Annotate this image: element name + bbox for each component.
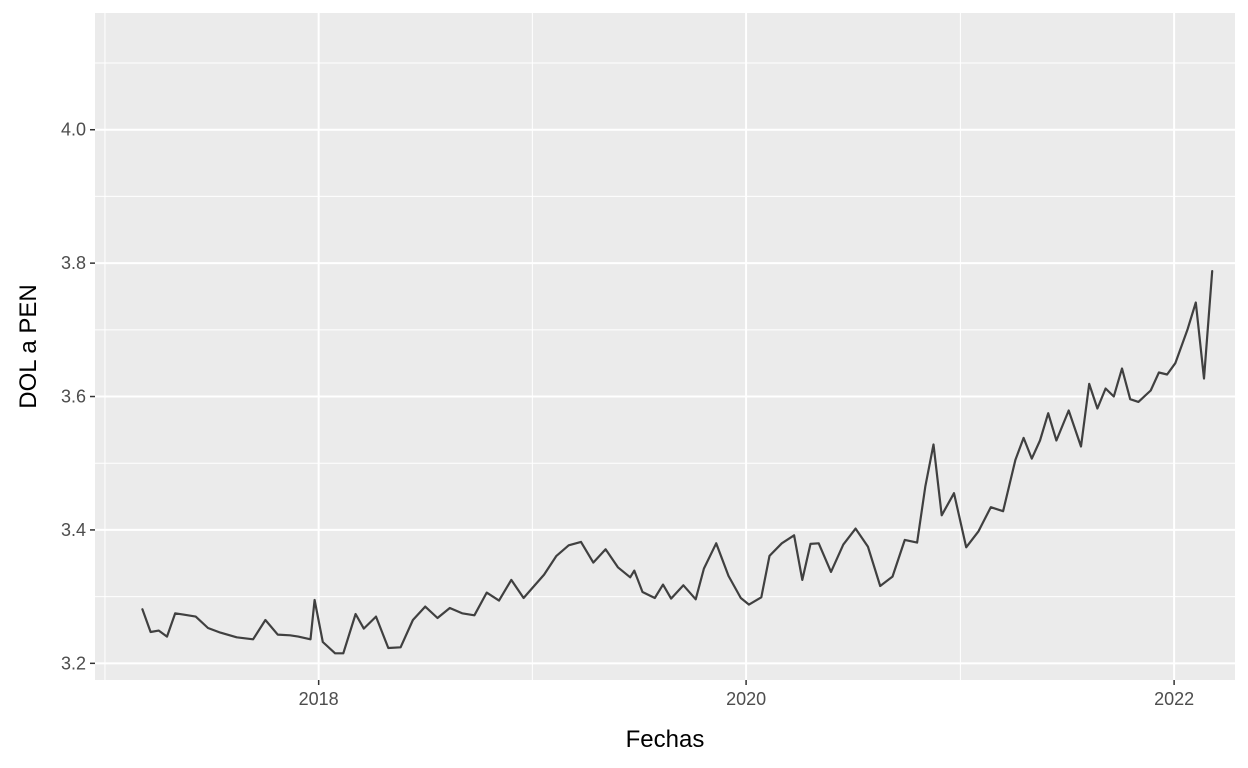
y-tick-label: 3.6 (61, 387, 86, 407)
y-tick-label: 3.8 (61, 253, 86, 273)
major-gridlines (95, 13, 1235, 680)
plot-panel (95, 13, 1235, 680)
x-axis-title: Fechas (626, 726, 705, 753)
series-line (141, 270, 1214, 655)
minor-gridlines (95, 13, 1235, 680)
y-tick-label: 4.0 (61, 120, 86, 140)
x-tick-label: 2018 (299, 689, 339, 709)
axis-tick-labels: 3.2 3.4 3.6 3.8 4.0 2018 2020 2022 (61, 120, 1194, 709)
y-tick-label: 3.4 (61, 520, 86, 540)
axis-tick-marks (90, 128, 1175, 685)
series-layer (141, 270, 1214, 655)
x-tick-label: 2022 (1154, 689, 1194, 709)
y-tick-label: 3.2 (61, 653, 86, 673)
y-axis-title: DOL a PEN (15, 284, 42, 409)
x-tick-label: 2020 (726, 689, 766, 709)
